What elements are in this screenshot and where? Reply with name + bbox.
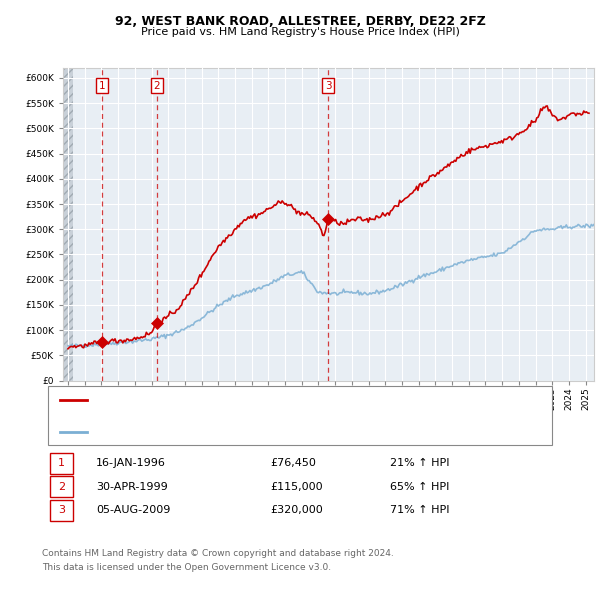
Text: £76,450: £76,450	[270, 458, 316, 468]
Text: 05-AUG-2009: 05-AUG-2009	[96, 506, 170, 515]
Text: 30-APR-1999: 30-APR-1999	[96, 482, 168, 491]
Text: 2: 2	[58, 482, 65, 491]
Text: 2: 2	[154, 80, 160, 90]
Text: 3: 3	[58, 506, 65, 515]
Bar	[63, 68, 73, 381]
Text: £320,000: £320,000	[270, 506, 323, 515]
Text: 71% ↑ HPI: 71% ↑ HPI	[390, 506, 449, 515]
Text: 92, WEST BANK ROAD, ALLESTREE, DERBY, DE22 2FZ: 92, WEST BANK ROAD, ALLESTREE, DERBY, DE…	[115, 15, 485, 28]
Text: 21% ↑ HPI: 21% ↑ HPI	[390, 458, 449, 468]
Text: 92, WEST BANK ROAD, ALLESTREE, DERBY, DE22 2FZ (detached house): 92, WEST BANK ROAD, ALLESTREE, DERBY, DE…	[93, 395, 466, 405]
Text: This data is licensed under the Open Government Licence v3.0.: This data is licensed under the Open Gov…	[42, 563, 331, 572]
Text: 1: 1	[58, 458, 65, 468]
Text: Contains HM Land Registry data © Crown copyright and database right 2024.: Contains HM Land Registry data © Crown c…	[42, 549, 394, 558]
Text: Price paid vs. HM Land Registry's House Price Index (HPI): Price paid vs. HM Land Registry's House …	[140, 27, 460, 37]
Text: £115,000: £115,000	[270, 482, 323, 491]
Text: HPI: Average price, detached house, City of Derby: HPI: Average price, detached house, City…	[93, 427, 355, 437]
Text: 1: 1	[99, 80, 106, 90]
Text: 16-JAN-1996: 16-JAN-1996	[96, 458, 166, 468]
Text: 3: 3	[325, 80, 332, 90]
Text: 65% ↑ HPI: 65% ↑ HPI	[390, 482, 449, 491]
